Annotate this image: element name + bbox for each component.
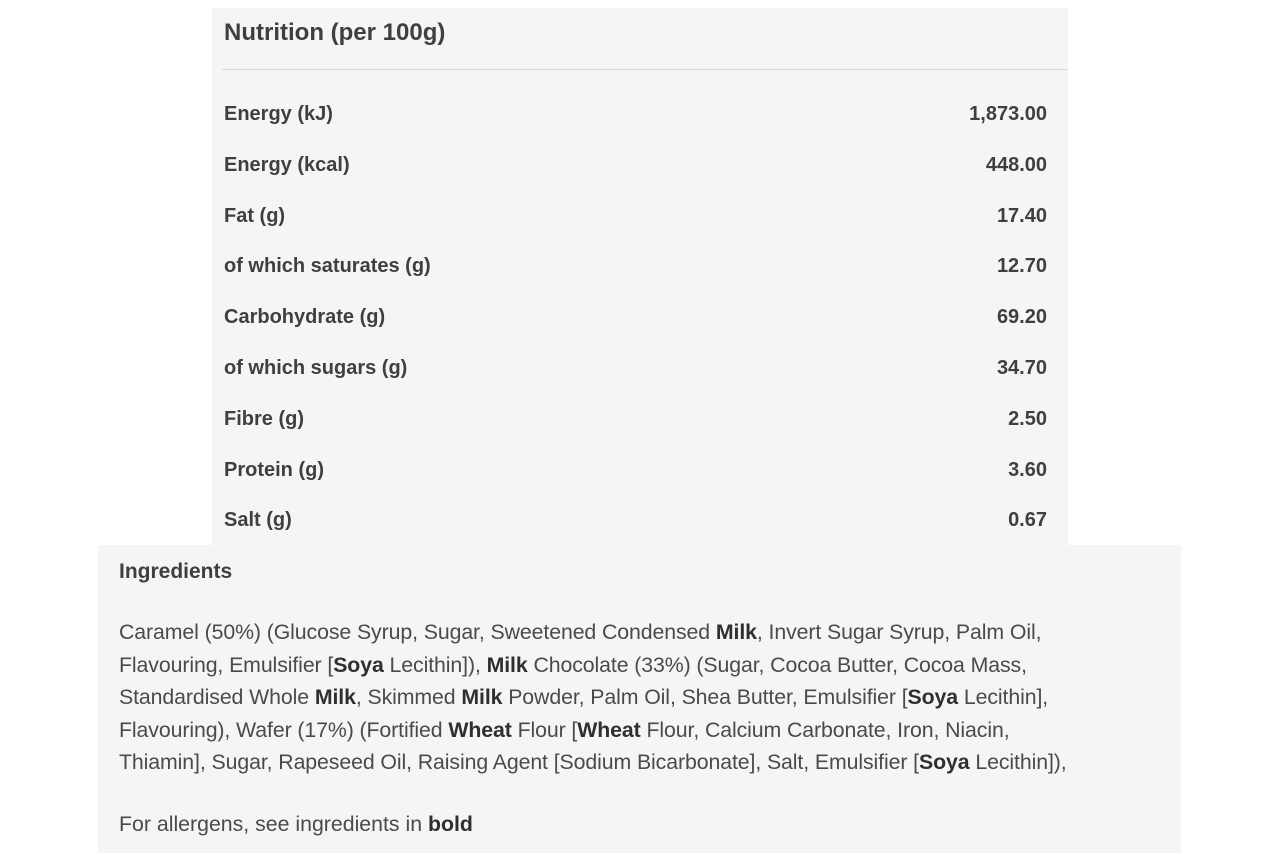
nutrient-value: 12.70 (996, 255, 1047, 278)
ingredient-text: Thiamin], Sugar, Rapeseed Oil, Raising A… (119, 750, 920, 775)
nutrition-table: Energy (kJ) 1,873.00 Energy (kcal) 448.00 Fa… (212, 89, 1068, 546)
nutrition-panel: Nutrition (per 100g) Energy (kJ) 1,873.00… (212, 8, 1068, 545)
nutrient-value: 3.60 (1008, 458, 1047, 481)
nutrition-row: Protein (g) 3.60 (212, 445, 1068, 496)
allergen-note-text: For allergens, see ingredients in (119, 812, 428, 836)
ingredients-line: Flavouring), Wafer (17%) (Fortified Whea… (119, 714, 1181, 747)
nutrient-label: Fat (g) (224, 204, 286, 227)
nutrition-row: Salt (g) 0.67 (212, 495, 1068, 546)
nutrient-label: Energy (kJ) (224, 103, 333, 125)
allergen-word: Milk (314, 685, 356, 710)
nutrient-label: Fibre (g) (224, 407, 304, 430)
allergen-word: Milk (486, 652, 528, 677)
nutrient-value: 2.50 (1008, 407, 1047, 430)
ingredient-text: Chocolate (33%) (Sugar, Cocoa Butter, Co… (527, 652, 1027, 677)
nutrient-label: Salt (g) (224, 509, 292, 532)
ingredient-text: Flavouring), Wafer (17%) (Fortified (119, 717, 449, 742)
allergen-word: Wheat (577, 717, 641, 742)
ingredient-text: , Invert Sugar Syrup, Palm Oil, (756, 620, 1042, 644)
allergen-word: Milk (715, 620, 757, 644)
nutrition-row: of which sugars (g) 34.70 (212, 343, 1068, 394)
ingredient-text: Flavouring, Emulsifier [ (119, 652, 334, 677)
allergen-note-bold: bold (427, 812, 473, 836)
ingredient-text: Flour [ (511, 717, 578, 742)
ingredient-text: , Skimmed (355, 685, 462, 710)
ingredients-line: Standardised Whole Milk, Skimmed Milk Po… (119, 681, 1181, 714)
nutrient-value: 69.20 (996, 306, 1047, 329)
ingredient-text: Lecithin]), (383, 652, 487, 677)
ingredients-line: Caramel (50%) (Glucose Syrup, Sugar, Swe… (119, 616, 1181, 649)
nutrient-value: 448.00 (985, 153, 1047, 176)
nutrient-value: 1,873.00 (969, 103, 1047, 125)
allergen-word: Soya (919, 750, 970, 775)
ingredients-line: Flavouring, Emulsifier [Soya Lecithin]),… (119, 649, 1181, 682)
allergen-word: Soya (907, 685, 959, 710)
nutrition-divider (222, 69, 1068, 70)
nutrition-title: Nutrition (per 100g) (224, 19, 446, 46)
ingredients-title: Ingredients (119, 560, 233, 583)
allergen-word: Milk (461, 685, 503, 710)
nutrient-value: 34.70 (996, 356, 1047, 379)
allergen-word: Wheat (448, 717, 512, 742)
ingredient-text: Flour, Calcium Carbonate, Iron, Niacin, (640, 717, 1010, 742)
ingredient-text: Caramel (50%) (Glucose Syrup, Sugar, Swe… (119, 620, 716, 644)
nutrition-row: Energy (kcal) 448.00 (212, 140, 1068, 191)
nutrient-label: of which saturates (g) (224, 255, 431, 278)
nutrition-row: of which saturates (g) 12.70 (212, 241, 1068, 292)
ingredient-text: Standardised Whole (119, 685, 315, 710)
nutrition-row: Fat (g) 17.40 (212, 191, 1068, 242)
nutrient-label: Protein (g) (224, 458, 324, 481)
nutrition-row: Fibre (g) 2.50 (212, 394, 1068, 445)
ingredient-text: Lecithin], (958, 685, 1049, 710)
ingredients-panel: Ingredients Caramel (50%) (Glucose Syrup… (98, 545, 1181, 853)
allergen-word: Soya (333, 652, 384, 677)
ingredients-text: Caramel (50%) (Glucose Syrup, Sugar, Swe… (119, 616, 1181, 779)
nutrient-label: Energy (kcal) (224, 153, 350, 176)
nutrition-row: Energy (kJ) 1,873.00 (212, 89, 1068, 140)
nutrient-label: Carbohydrate (g) (224, 306, 386, 329)
ingredient-text: Powder, Palm Oil, Shea Butter, Emulsifie… (502, 685, 908, 710)
nutrient-label: of which sugars (g) (224, 356, 408, 379)
ingredients-line: Thiamin], Sugar, Rapeseed Oil, Raising A… (119, 746, 1181, 779)
ingredient-text: Lecithin]), (969, 750, 1067, 775)
allergen-note: For allergens, see ingredients in bold (119, 808, 473, 840)
nutrient-value: 17.40 (996, 204, 1047, 227)
nutrition-row: Carbohydrate (g) 69.20 (212, 292, 1068, 343)
nutrient-value: 0.67 (1008, 509, 1047, 532)
